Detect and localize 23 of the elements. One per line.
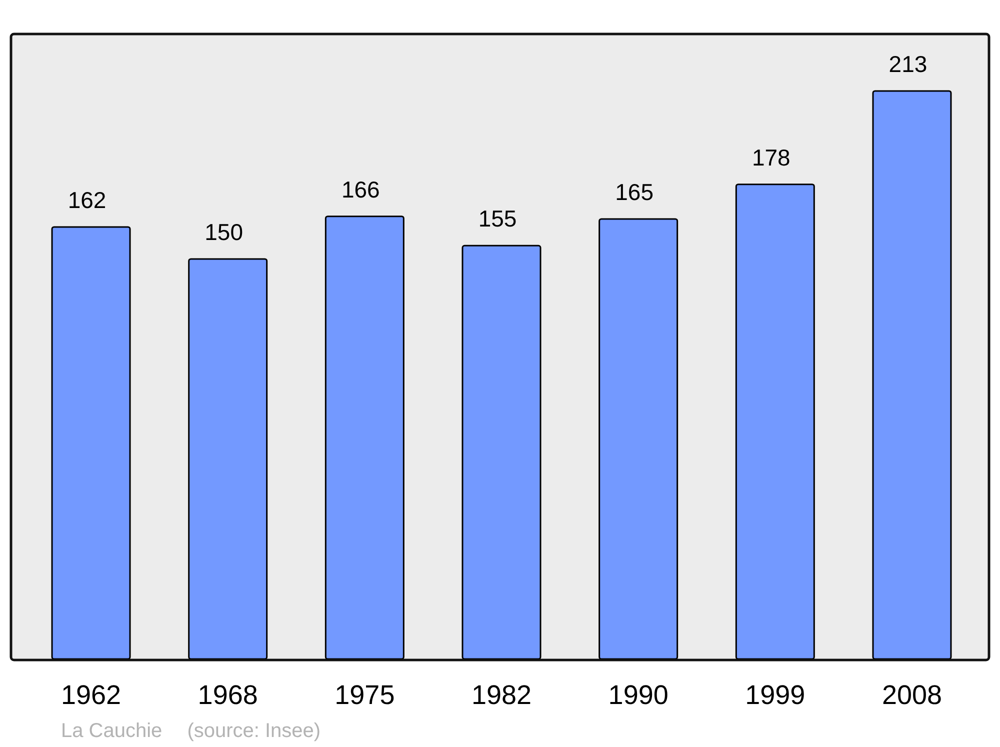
data-label: 178 (752, 144, 790, 170)
bar (598, 218, 678, 660)
bar (188, 258, 268, 660)
x-tick-label: 1962 (60, 680, 122, 710)
bar (735, 184, 815, 660)
data-label: 213 (888, 51, 928, 77)
data-label: 150 (204, 219, 244, 245)
text: (source: Insee) (187, 720, 321, 742)
bar (462, 244, 542, 660)
text: La Cauchie (61, 720, 162, 742)
bar (324, 216, 404, 660)
x-tick-label: 1999 (745, 680, 806, 710)
x-tick-label: 1975 (334, 680, 395, 710)
data-label: 155 (478, 206, 517, 232)
x-tick-label: 1990 (608, 680, 668, 710)
x-tick-label: 2008 (882, 680, 942, 710)
bar (872, 90, 952, 660)
data-label: 162 (68, 187, 106, 213)
x-tick-label: 1982 (471, 680, 532, 710)
data-label: 166 (341, 176, 380, 202)
bar (51, 226, 131, 660)
data-label: 165 (615, 179, 654, 205)
x-tick-label: 1968 (198, 680, 258, 710)
